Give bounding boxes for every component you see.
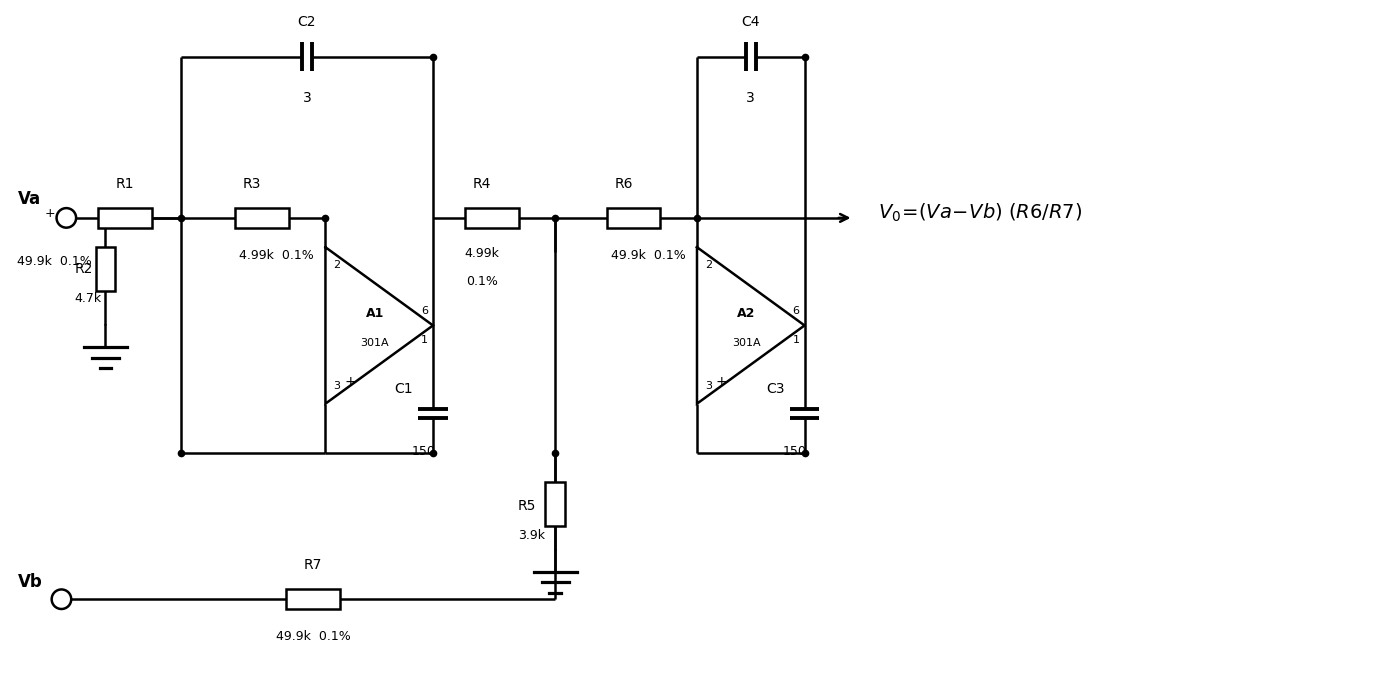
Text: 6: 6 [793,306,800,315]
Bar [98,208,152,228]
Text: R3: R3 [243,177,261,190]
Text: 301A: 301A [361,338,389,348]
Text: C3: C3 [765,382,785,396]
Text: 0.1%: 0.1% [466,275,498,288]
Bar [286,589,340,609]
Text: 301A: 301A [732,338,761,348]
Text: 49.9k  0.1%: 49.9k 0.1% [611,248,686,262]
Text: 2: 2 [705,260,712,270]
Text: +: + [45,206,54,219]
Text: 6: 6 [421,306,428,315]
Text: 1: 1 [421,335,428,345]
Text: Va: Va [18,190,40,208]
Text: R5: R5 [519,500,537,513]
Bar [464,208,519,228]
Text: 3.9k: 3.9k [519,529,545,542]
Bar [96,247,116,291]
Text: 3: 3 [746,91,756,105]
Text: 150: 150 [783,445,807,457]
Text: R6: R6 [615,177,633,190]
Text: R1: R1 [116,177,134,190]
Text: 4.99k  0.1%: 4.99k 0.1% [240,248,314,262]
Text: R7: R7 [304,558,322,572]
Bar [606,208,661,228]
Text: 3: 3 [333,381,340,391]
Text: +: + [715,375,728,389]
Text: +: + [344,375,355,389]
Bar [545,482,565,526]
Text: 49.9k  0.1%: 49.9k 0.1% [18,255,92,268]
Text: 2: 2 [333,260,340,270]
Text: 49.9k  0.1%: 49.9k 0.1% [276,630,351,643]
Text: R4: R4 [473,177,491,190]
Text: 4.99k: 4.99k [464,246,499,259]
Text: 4.7k: 4.7k [74,292,102,304]
Text: 1: 1 [793,335,800,345]
Text: A2: A2 [737,307,756,320]
Text: 3: 3 [302,91,311,105]
Text: Vb: Vb [18,573,42,591]
Text: 150: 150 [411,445,435,457]
Text: 3: 3 [705,381,712,391]
Text: A1: A1 [365,307,385,320]
Bar [236,208,289,228]
Text: R2: R2 [74,262,92,276]
Text: $V_0\!=\!(Va\!-\!Vb)\ (R6/R7)$: $V_0\!=\!(Va\!-\!Vb)\ (R6/R7)$ [878,202,1082,224]
Text: C1: C1 [395,382,413,396]
Text: C2: C2 [297,15,316,29]
Text: C4: C4 [742,15,760,29]
